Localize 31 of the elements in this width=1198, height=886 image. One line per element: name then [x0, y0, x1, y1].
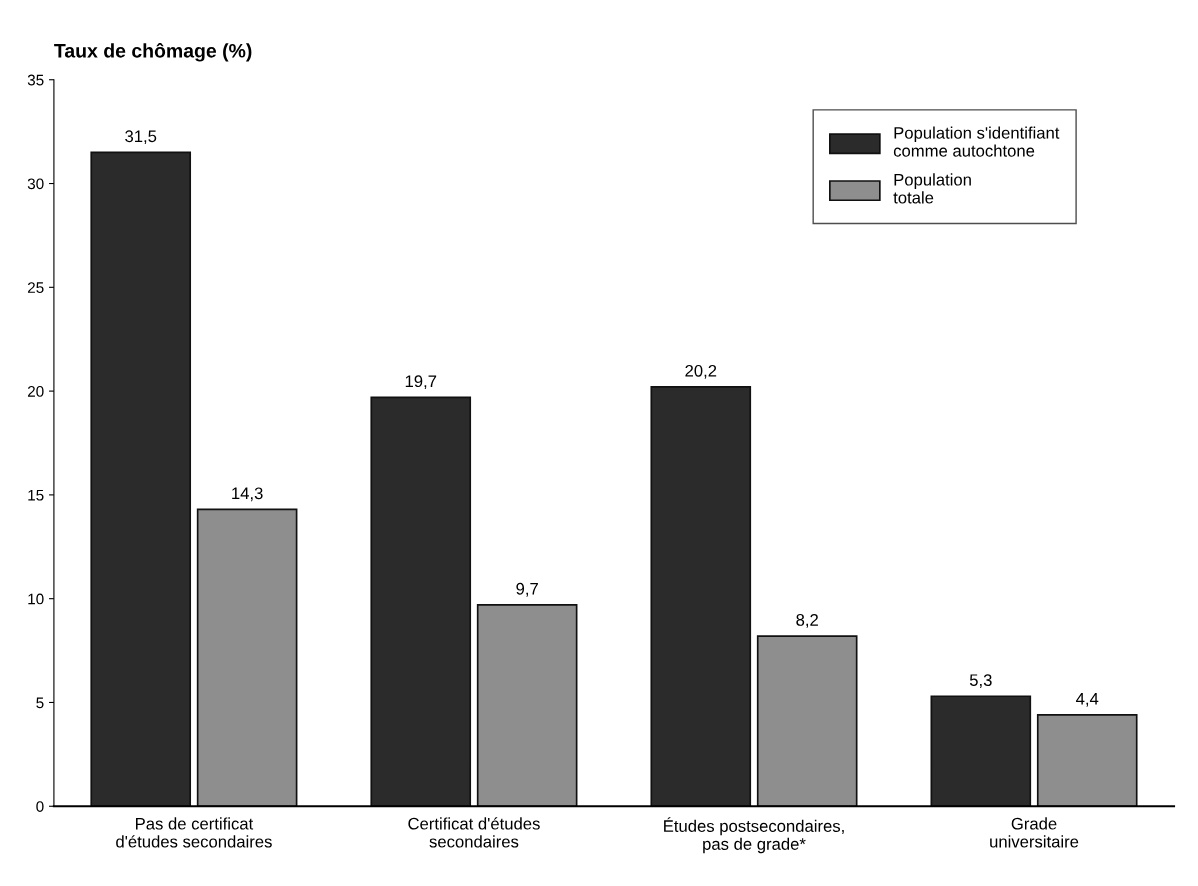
y-tick-label: 25 [27, 282, 44, 293]
legend-label: Population totale [893, 173, 971, 204]
bar [756, 635, 858, 807]
data-label: 31,5 [125, 130, 157, 145]
x-tick-label: Certificat d'études secondaires [408, 817, 540, 848]
y-tick-label: 20 [27, 385, 44, 397]
bar [1036, 714, 1138, 807]
x-tick-label: Études postsecondaires, pas de grade* [664, 817, 844, 854]
data-label: 14,3 [232, 487, 263, 502]
y-tick-label: 15 [28, 489, 44, 501]
bar [476, 604, 578, 807]
x-tick-label: Grade universitaire [990, 817, 1079, 848]
y-axis-title: Taux de chômage (%) [54, 42, 252, 62]
x-tick-label: Pas de certificat d'études secondaires [116, 817, 272, 848]
bar [370, 396, 472, 807]
bar [930, 695, 1032, 807]
bar [90, 151, 192, 807]
legend-label: Population s'identifiant comme autochtone [893, 126, 1060, 157]
y-tick-label: 5 [36, 697, 44, 709]
y-tick-label: 35 [27, 74, 44, 86]
data-label: 20,2 [685, 364, 717, 379]
data-label: 8,2 [796, 614, 818, 628]
data-label: 4,4 [1076, 693, 1099, 707]
data-label: 19,7 [405, 375, 437, 390]
y-tick-label: 10 [28, 593, 44, 605]
y-tick-label: 30 [27, 178, 44, 190]
data-label: 5,3 [969, 674, 992, 688]
bar [196, 508, 298, 807]
data-label: 9,7 [516, 582, 538, 597]
bar [650, 386, 752, 807]
y-tick-label: 0 [36, 801, 44, 812]
